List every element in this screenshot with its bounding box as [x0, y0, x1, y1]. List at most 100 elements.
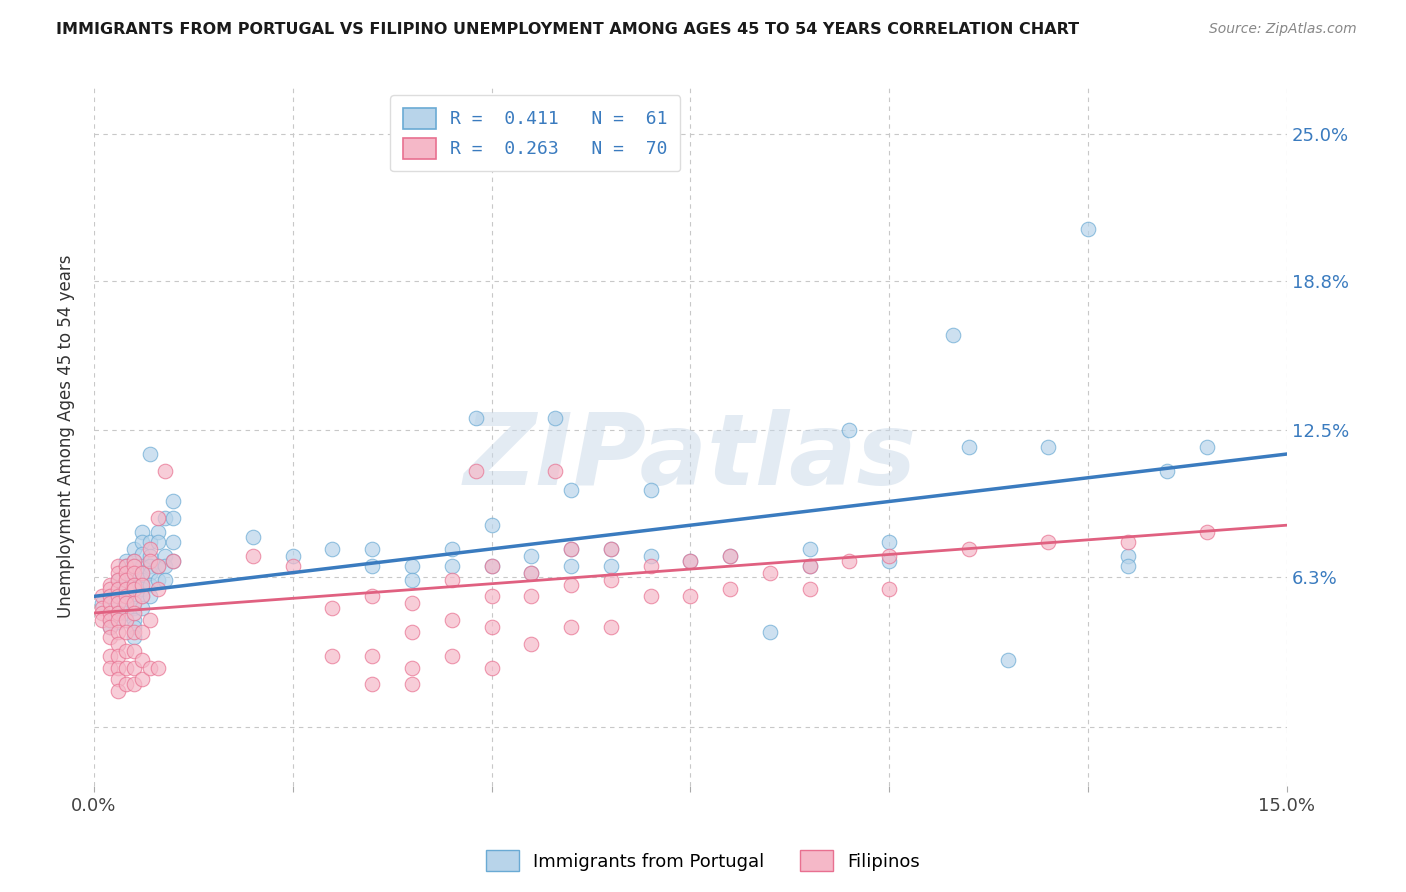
- Point: [877, 534, 900, 549]
- Point: [114, 566, 136, 580]
- Point: [155, 558, 177, 573]
- Point: [361, 648, 384, 663]
- Point: [114, 573, 136, 587]
- Point: [138, 613, 160, 627]
- Point: [138, 660, 160, 674]
- Point: [107, 606, 129, 620]
- Point: [107, 673, 129, 687]
- Point: [942, 328, 965, 343]
- Point: [718, 582, 741, 597]
- Point: [242, 530, 264, 544]
- Point: [138, 566, 160, 580]
- Point: [138, 447, 160, 461]
- Point: [440, 558, 463, 573]
- Point: [401, 677, 423, 691]
- Point: [481, 558, 503, 573]
- Point: [997, 653, 1019, 667]
- Point: [114, 554, 136, 568]
- Point: [544, 464, 567, 478]
- Point: [481, 660, 503, 674]
- Point: [131, 525, 153, 540]
- Point: [122, 601, 145, 615]
- Point: [481, 518, 503, 533]
- Point: [440, 648, 463, 663]
- Point: [131, 558, 153, 573]
- Point: [799, 558, 821, 573]
- Point: [114, 590, 136, 604]
- Point: [138, 590, 160, 604]
- Point: [98, 613, 121, 627]
- Point: [146, 511, 169, 525]
- Point: [599, 541, 621, 556]
- Point: [560, 483, 582, 497]
- Point: [122, 566, 145, 580]
- Point: [1116, 534, 1139, 549]
- Point: [107, 648, 129, 663]
- Point: [131, 601, 153, 615]
- Point: [131, 673, 153, 687]
- Point: [138, 554, 160, 568]
- Point: [957, 541, 980, 556]
- Point: [107, 590, 129, 604]
- Point: [107, 613, 129, 627]
- Point: [1036, 440, 1059, 454]
- Point: [98, 613, 121, 627]
- Point: [146, 558, 169, 573]
- Point: [155, 511, 177, 525]
- Point: [146, 534, 169, 549]
- Point: [98, 620, 121, 634]
- Point: [122, 677, 145, 691]
- Point: [560, 558, 582, 573]
- Point: [401, 573, 423, 587]
- Point: [114, 644, 136, 658]
- Point: [90, 613, 112, 627]
- Point: [122, 582, 145, 597]
- Point: [114, 558, 136, 573]
- Point: [107, 660, 129, 674]
- Point: [877, 582, 900, 597]
- Point: [640, 558, 662, 573]
- Y-axis label: Unemployment Among Ages 45 to 54 years: Unemployment Among Ages 45 to 54 years: [58, 254, 75, 618]
- Point: [107, 582, 129, 597]
- Text: ZIPatlas: ZIPatlas: [464, 409, 917, 506]
- Point: [122, 660, 145, 674]
- Point: [131, 624, 153, 639]
- Point: [599, 558, 621, 573]
- Point: [481, 620, 503, 634]
- Point: [122, 582, 145, 597]
- Point: [131, 566, 153, 580]
- Point: [107, 606, 129, 620]
- Point: [131, 590, 153, 604]
- Point: [520, 566, 543, 580]
- Point: [155, 464, 177, 478]
- Point: [1156, 464, 1178, 478]
- Point: [122, 613, 145, 627]
- Point: [718, 549, 741, 563]
- Point: [114, 566, 136, 580]
- Point: [155, 573, 177, 587]
- Point: [114, 613, 136, 627]
- Point: [361, 677, 384, 691]
- Point: [162, 554, 184, 568]
- Point: [1036, 534, 1059, 549]
- Point: [114, 677, 136, 691]
- Point: [321, 601, 343, 615]
- Point: [122, 558, 145, 573]
- Text: Source: ZipAtlas.com: Source: ZipAtlas.com: [1209, 22, 1357, 37]
- Point: [107, 684, 129, 698]
- Point: [90, 590, 112, 604]
- Point: [122, 541, 145, 556]
- Point: [162, 494, 184, 508]
- Point: [464, 411, 486, 425]
- Point: [122, 644, 145, 658]
- Point: [520, 566, 543, 580]
- Point: [759, 566, 782, 580]
- Point: [107, 637, 129, 651]
- Point: [114, 597, 136, 611]
- Point: [1116, 549, 1139, 563]
- Point: [401, 624, 423, 639]
- Point: [114, 582, 136, 597]
- Point: [122, 590, 145, 604]
- Point: [122, 606, 145, 620]
- Point: [98, 577, 121, 591]
